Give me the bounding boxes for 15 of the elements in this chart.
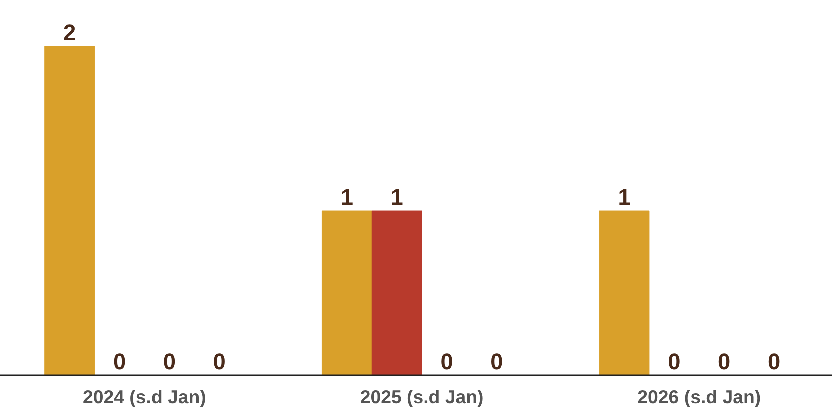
data-label: 1	[618, 184, 631, 210]
data-label: 2	[64, 20, 76, 46]
data-label: 0	[163, 348, 176, 374]
data-label: 0	[213, 348, 226, 374]
data-label: 0	[440, 348, 454, 374]
data-label: 0	[490, 348, 504, 374]
data-label: 0	[113, 348, 126, 374]
data-label: 0	[768, 348, 781, 374]
data-label: 0	[718, 348, 731, 374]
x-tick-label: 2025 (s.d Jan)	[360, 386, 484, 408]
x-tick-label: 2026 (s.d Jan)	[638, 386, 762, 408]
data-label: 1	[390, 184, 404, 210]
data-label: 0	[668, 348, 681, 374]
data-label: 1	[340, 184, 354, 210]
x-tick-label: 2024 (s.d Jan)	[83, 386, 206, 408]
